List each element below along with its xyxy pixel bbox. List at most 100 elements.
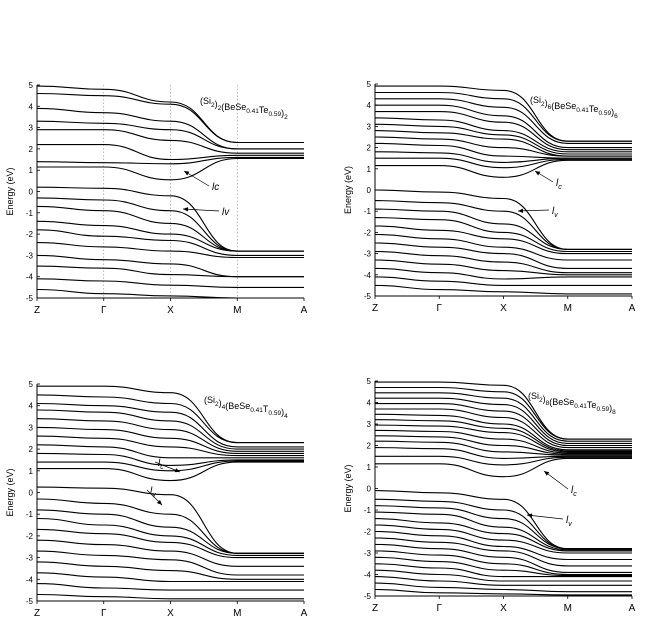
- band-line: [37, 426, 304, 454]
- band-edge-label: lv: [222, 207, 230, 218]
- band-line: [375, 276, 632, 286]
- x-tick-label: M: [233, 608, 241, 619]
- annotation-arrow: [526, 514, 564, 520]
- y-tick-label: -3: [364, 250, 372, 259]
- band-line: [37, 394, 304, 444]
- band-line: [37, 509, 304, 554]
- y-tick-label: 5: [29, 81, 34, 90]
- band-edge-label: lc: [571, 485, 577, 498]
- y-tick-label: 4: [367, 399, 372, 408]
- y-tick-label: 5: [29, 380, 34, 389]
- y-tick-label: 2: [29, 145, 34, 154]
- band-line: [375, 259, 632, 276]
- panel-title: (Si2)8(BeSe0.41Te0.59)8: [528, 391, 616, 416]
- band-line: [37, 572, 304, 583]
- band-line: [375, 136, 632, 157]
- y-tick-label: -4: [26, 273, 34, 282]
- y-tick-label: -2: [26, 230, 34, 239]
- band-edge-label: lv: [150, 486, 156, 499]
- x-tick-label: M: [233, 305, 241, 316]
- band-line: [375, 267, 632, 280]
- band-line: [375, 392, 632, 442]
- y-tick-label: 5: [367, 377, 372, 386]
- band-line: [375, 530, 632, 561]
- band-line: [37, 402, 304, 448]
- band-line: [375, 424, 632, 453]
- band-line: [375, 208, 632, 250]
- band-line: [37, 242, 304, 259]
- band-line: [375, 518, 632, 552]
- y-tick-label: 0: [29, 489, 34, 498]
- band-line: [375, 403, 632, 447]
- y-tick-label: -2: [26, 532, 34, 541]
- band-line: [375, 569, 632, 582]
- band-line: [375, 123, 632, 155]
- arrowhead: [518, 208, 524, 214]
- band-panel-1: 5 4 3 2 1 0 -1 -2 -3 -4 -5Z Γ X M A Energy (eV) (Si2)2(B…: [5, 81, 308, 316]
- y-tick-label: 2: [29, 445, 34, 454]
- band-line: [37, 229, 304, 256]
- y-tick-label: -1: [364, 506, 372, 515]
- y-tick-label: -3: [364, 549, 372, 558]
- band-line: [375, 111, 632, 151]
- band-line: [375, 386, 632, 440]
- band-line: [375, 189, 632, 250]
- y-tick-label: 2: [367, 442, 372, 451]
- y-tick-label: 3: [29, 423, 34, 432]
- y-axis-label: Energy (eV): [5, 167, 15, 215]
- x-tick-label: M: [564, 303, 572, 314]
- band-line: [37, 539, 304, 567]
- x-tick-label: A: [629, 303, 636, 314]
- band-line: [375, 104, 632, 149]
- band-line: [37, 460, 304, 472]
- bands: [375, 85, 632, 295]
- y-tick-label: 0: [29, 188, 34, 197]
- band-line: [37, 498, 304, 554]
- band-line: [375, 511, 632, 551]
- x-tick-label: Γ: [436, 303, 442, 314]
- band-line: [375, 408, 632, 449]
- y-tick-label: -5: [26, 294, 34, 303]
- x-tick-label: Z: [34, 305, 40, 316]
- band-line: [37, 550, 304, 576]
- x-tick-label: Γ: [101, 305, 107, 316]
- band-line: [375, 225, 632, 255]
- band-line: [37, 156, 304, 165]
- band-line: [375, 397, 632, 444]
- x-tick-label: Γ: [101, 608, 107, 619]
- band-line: [375, 242, 632, 269]
- annotation-arrow: [517, 209, 550, 212]
- band-edge-label: lv: [552, 206, 558, 219]
- x-tick-label: A: [301, 608, 308, 619]
- y-tick-label: 2: [367, 144, 372, 153]
- y-axis-label: Energy (eV): [343, 166, 353, 214]
- band-line: [375, 537, 632, 567]
- band-line: [37, 254, 304, 278]
- band-line: [375, 284, 632, 295]
- y-tick-label: -5: [364, 292, 372, 301]
- band-line: [375, 419, 632, 452]
- x-tick-label: Γ: [436, 603, 442, 614]
- panel-title: (Si2)6(BeSe0.41Te0.59)6: [530, 95, 618, 120]
- band-line: [37, 435, 304, 457]
- band-line: [37, 561, 304, 580]
- band-line: [37, 461, 304, 482]
- band-line: [37, 288, 304, 298]
- panel-title: (Si2)4(BeSe0.41T0.59)4: [204, 395, 288, 420]
- y-tick-label: -4: [26, 575, 34, 584]
- band-panel-2: 5 4 3 2 1 0 -1 -2 -3 -4 -5Z Γ X M A Energy (eV) (Si2)6(B…: [343, 80, 636, 314]
- y-tick-label: -2: [364, 528, 372, 537]
- band-line: [37, 129, 304, 154]
- arrowhead: [184, 171, 190, 176]
- x-tick-label: X: [167, 608, 174, 619]
- band-line: [375, 233, 632, 261]
- band-line: [375, 435, 632, 455]
- band-line: [375, 91, 632, 142]
- y-tick-label: 1: [367, 165, 372, 174]
- band-line: [375, 151, 632, 163]
- arrowhead: [535, 171, 541, 176]
- x-tick-label: Z: [372, 603, 378, 614]
- y-tick-label: 0: [367, 186, 372, 195]
- x-tick-label: X: [167, 305, 174, 316]
